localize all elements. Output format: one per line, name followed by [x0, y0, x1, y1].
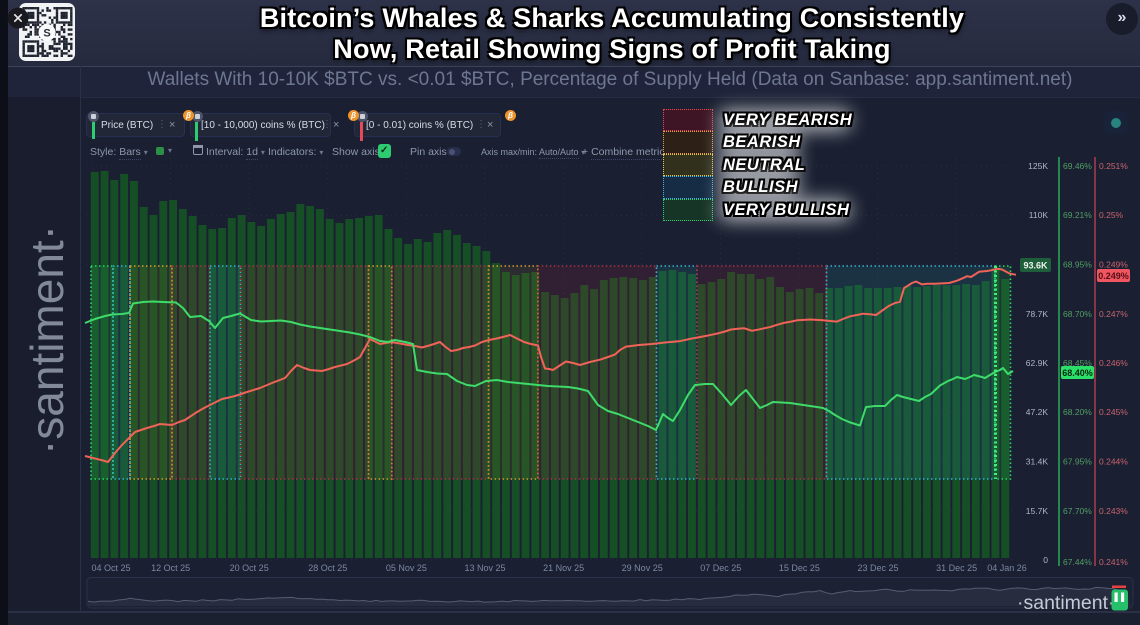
- svg-text:78.7K: 78.7K: [1026, 309, 1049, 319]
- svg-text:20 Oct 25: 20 Oct 25: [230, 563, 269, 573]
- svg-text:21 Nov 25: 21 Nov 25: [543, 563, 584, 573]
- svg-text:29 Nov 25: 29 Nov 25: [622, 563, 663, 573]
- svg-text:67.70%: 67.70%: [1063, 506, 1092, 516]
- svg-text:13 Nov 25: 13 Nov 25: [464, 563, 505, 573]
- svg-text:110K: 110K: [1029, 210, 1049, 220]
- svg-text:68.45%: 68.45%: [1063, 358, 1092, 368]
- svg-text:04 Jan 26: 04 Jan 26: [987, 563, 1027, 573]
- svg-text:12 Oct 25: 12 Oct 25: [151, 563, 190, 573]
- svg-text:68.20%: 68.20%: [1063, 407, 1092, 417]
- svg-text:04 Oct 25: 04 Oct 25: [91, 563, 130, 573]
- svg-text:05 Nov 25: 05 Nov 25: [386, 563, 427, 573]
- svg-text:·santiment·: ·santiment·: [1017, 592, 1115, 614]
- svg-text:47.2K: 47.2K: [1026, 407, 1049, 417]
- svg-text:0.249%: 0.249%: [1099, 260, 1128, 270]
- svg-text:0.245%: 0.245%: [1099, 407, 1128, 417]
- svg-text:68.95%: 68.95%: [1063, 260, 1092, 270]
- svg-text:62.9K: 62.9K: [1026, 358, 1049, 368]
- svg-text:23 Dec 25: 23 Dec 25: [857, 563, 898, 573]
- svg-text:125K: 125K: [1028, 161, 1048, 171]
- svg-text:67.95%: 67.95%: [1063, 457, 1092, 467]
- svg-text:93.6K: 93.6K: [1023, 261, 1048, 271]
- svg-text:31.4K: 31.4K: [1026, 457, 1049, 467]
- svg-text:0.25%: 0.25%: [1099, 210, 1124, 220]
- svg-text:31 Dec 25: 31 Dec 25: [936, 563, 977, 573]
- svg-text:0.249%: 0.249%: [1098, 271, 1129, 281]
- svg-text:0.246%: 0.246%: [1099, 358, 1128, 368]
- svg-text:69.21%: 69.21%: [1063, 210, 1092, 220]
- svg-text:0.244%: 0.244%: [1099, 457, 1128, 467]
- svg-text:0: 0: [1043, 555, 1048, 565]
- svg-text:07 Dec 25: 07 Dec 25: [700, 563, 741, 573]
- svg-text:68.40%: 68.40%: [1062, 368, 1093, 378]
- svg-text:0.243%: 0.243%: [1099, 506, 1128, 516]
- svg-text:0.241%: 0.241%: [1099, 557, 1128, 567]
- svg-text:S: S: [43, 28, 50, 40]
- svg-text:67.44%: 67.44%: [1063, 557, 1092, 567]
- svg-text:28 Oct 25: 28 Oct 25: [308, 563, 347, 573]
- svg-text:15.7K: 15.7K: [1026, 506, 1049, 516]
- svg-text:15 Dec 25: 15 Dec 25: [779, 563, 820, 573]
- svg-text:0.251%: 0.251%: [1099, 161, 1128, 171]
- svg-text:69.46%: 69.46%: [1063, 161, 1092, 171]
- svg-text:68.70%: 68.70%: [1063, 309, 1092, 319]
- svg-text:0.247%: 0.247%: [1099, 309, 1128, 319]
